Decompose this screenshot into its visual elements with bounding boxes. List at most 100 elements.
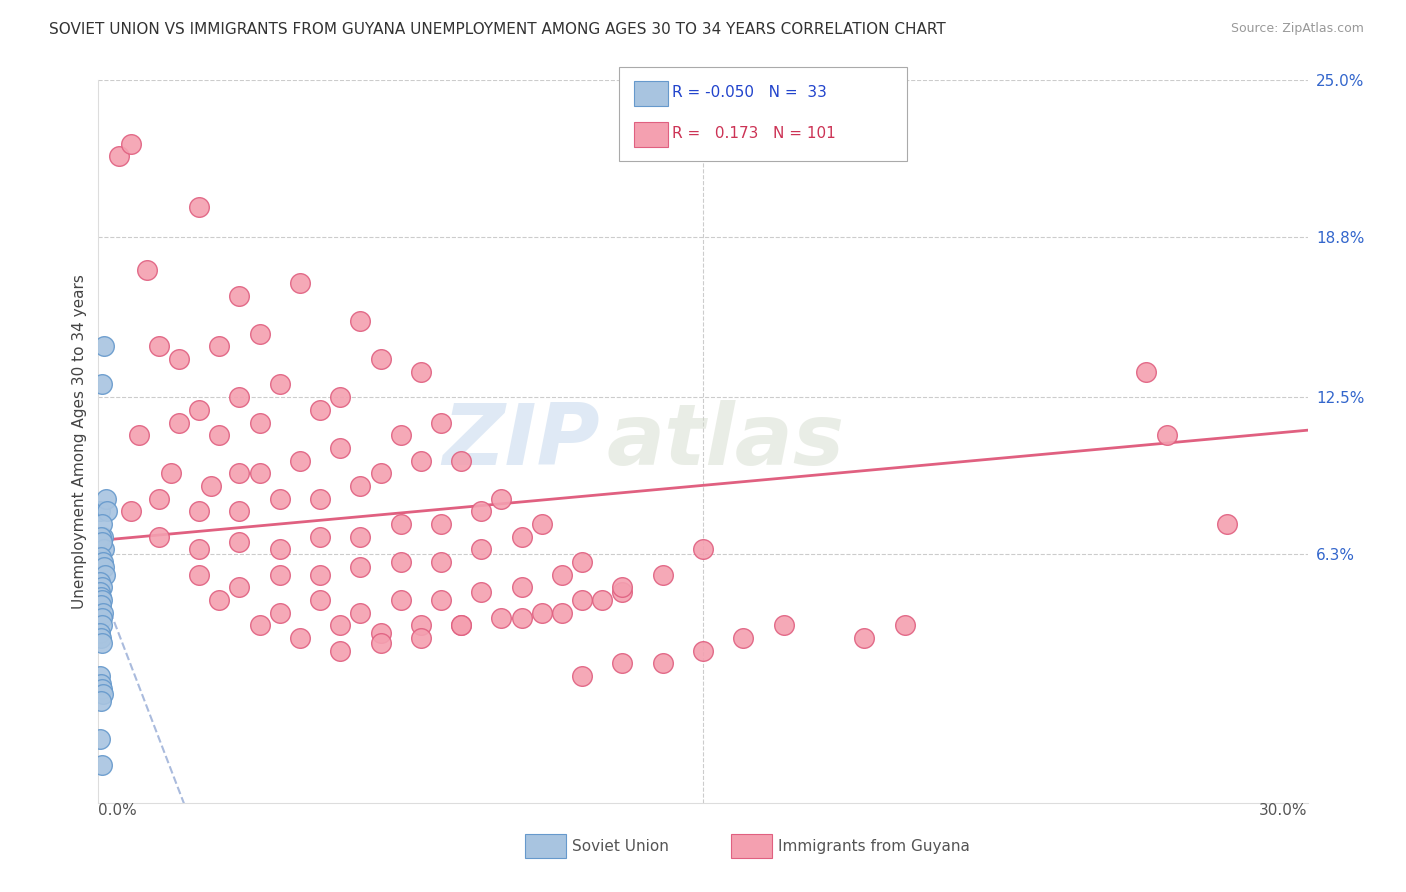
- Point: [269, 542, 291, 557]
- Point: [89, 575, 111, 590]
- Point: [208, 339, 231, 353]
- Point: [309, 491, 332, 506]
- Point: [148, 339, 170, 353]
- Point: [409, 365, 432, 379]
- Point: [409, 631, 432, 645]
- Point: [90, 757, 112, 772]
- Point: [733, 631, 755, 645]
- Point: [430, 416, 453, 430]
- Point: [389, 428, 412, 442]
- Point: [93, 560, 115, 574]
- Point: [160, 467, 183, 481]
- Point: [309, 530, 332, 544]
- Point: [90, 591, 112, 605]
- Point: [91, 687, 114, 701]
- Point: [228, 580, 250, 594]
- Point: [651, 657, 673, 671]
- Point: [228, 504, 250, 518]
- Point: [90, 598, 112, 612]
- Point: [571, 669, 593, 683]
- Point: [288, 276, 311, 290]
- Text: 30.0%: 30.0%: [1260, 803, 1308, 818]
- Point: [491, 611, 513, 625]
- Point: [591, 593, 613, 607]
- Point: [571, 555, 593, 569]
- Point: [530, 516, 553, 531]
- Point: [470, 504, 492, 518]
- Point: [148, 530, 170, 544]
- Point: [93, 542, 115, 557]
- Point: [288, 631, 311, 645]
- Point: [120, 136, 142, 151]
- Point: [228, 467, 250, 481]
- Point: [91, 530, 114, 544]
- Point: [269, 377, 291, 392]
- Point: [93, 339, 115, 353]
- Point: [90, 530, 112, 544]
- Point: [530, 606, 553, 620]
- Point: [249, 416, 271, 430]
- FancyBboxPatch shape: [526, 834, 567, 858]
- Point: [309, 402, 332, 417]
- Point: [135, 263, 157, 277]
- Point: [89, 626, 111, 640]
- Text: 0.0%: 0.0%: [98, 803, 138, 818]
- Text: R =   0.173   N = 101: R = 0.173 N = 101: [672, 127, 835, 141]
- Point: [90, 549, 112, 564]
- Point: [249, 326, 271, 341]
- Point: [120, 504, 142, 518]
- Point: [470, 585, 492, 599]
- Point: [188, 567, 211, 582]
- Point: [409, 453, 432, 467]
- Point: [107, 149, 129, 163]
- Point: [491, 491, 513, 506]
- Point: [90, 676, 112, 690]
- Point: [228, 390, 250, 404]
- Point: [188, 402, 211, 417]
- Point: [269, 606, 291, 620]
- Point: [91, 555, 114, 569]
- Y-axis label: Unemployment Among Ages 30 to 34 years: Unemployment Among Ages 30 to 34 years: [72, 274, 87, 609]
- Point: [91, 593, 114, 607]
- Text: Soviet Union: Soviet Union: [572, 838, 669, 854]
- Point: [389, 555, 412, 569]
- Point: [370, 626, 392, 640]
- Point: [90, 694, 112, 708]
- Point: [510, 611, 533, 625]
- Point: [612, 657, 634, 671]
- Point: [167, 416, 190, 430]
- Point: [309, 567, 332, 582]
- Point: [288, 453, 311, 467]
- Point: [551, 606, 574, 620]
- Point: [90, 631, 112, 645]
- Point: [349, 479, 371, 493]
- Text: Source: ZipAtlas.com: Source: ZipAtlas.com: [1230, 22, 1364, 36]
- Point: [188, 504, 211, 518]
- Point: [430, 555, 453, 569]
- Point: [228, 289, 250, 303]
- Point: [651, 567, 673, 582]
- Point: [91, 681, 114, 696]
- Point: [269, 491, 291, 506]
- Point: [188, 542, 211, 557]
- Point: [612, 585, 634, 599]
- Point: [692, 542, 714, 557]
- Point: [148, 491, 170, 506]
- Point: [89, 669, 111, 683]
- Point: [128, 428, 150, 442]
- Point: [571, 593, 593, 607]
- Point: [510, 580, 533, 594]
- Point: [370, 636, 392, 650]
- Point: [1135, 365, 1157, 379]
- Point: [450, 453, 472, 467]
- FancyBboxPatch shape: [731, 834, 772, 858]
- Point: [430, 516, 453, 531]
- Point: [249, 618, 271, 632]
- Point: [90, 636, 112, 650]
- Point: [1156, 428, 1178, 442]
- Point: [94, 567, 117, 582]
- Point: [349, 560, 371, 574]
- Text: SOVIET UNION VS IMMIGRANTS FROM GUYANA UNEMPLOYMENT AMONG AGES 30 TO 34 YEARS CO: SOVIET UNION VS IMMIGRANTS FROM GUYANA U…: [49, 22, 946, 37]
- Point: [450, 618, 472, 632]
- Point: [96, 504, 118, 518]
